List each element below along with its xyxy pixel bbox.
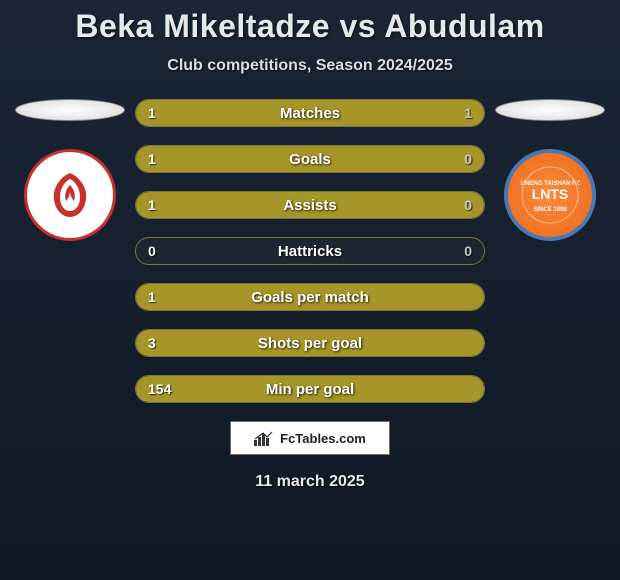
page-subtitle: Club competitions, Season 2024/2025 — [167, 57, 452, 75]
page-title: Beka Mikeltadze vs Abudulam — [75, 8, 544, 45]
badge-main-text: LNTS — [532, 186, 569, 202]
infographic-container: Beka Mikeltadze vs Abudulam Club competi… — [0, 0, 620, 580]
stat-value-right: 0 — [464, 243, 472, 259]
phoenix-icon — [40, 165, 100, 225]
stat-value-left: 0 — [148, 243, 156, 259]
stat-row: 1 Assists 0 — [135, 191, 485, 219]
stat-label: Hattricks — [278, 243, 342, 260]
stat-value-right: 0 — [464, 197, 472, 213]
stat-value-right: 1 — [464, 105, 472, 121]
stat-value-left: 1 — [148, 197, 156, 213]
stat-row: 0 Hattricks 0 — [135, 237, 485, 265]
stat-value-left: 3 — [148, 335, 156, 351]
right-player-column: LUNENG TAISHAN F.C. LNTS SINCE 1998 — [490, 99, 610, 241]
stat-label: Goals — [289, 151, 331, 168]
stat-value-left: 1 — [148, 151, 156, 167]
stat-label: Matches — [280, 105, 340, 122]
chart-icon — [254, 430, 274, 446]
stat-label: Min per goal — [266, 381, 354, 398]
stat-row: 1 Goals per match — [135, 283, 485, 311]
left-flag-icon — [15, 99, 125, 121]
stat-row: 154 Min per goal — [135, 375, 485, 403]
stat-value-right: 0 — [464, 151, 472, 167]
stats-column: 1 Matches 1 1 Goals 0 1 Assists 0 0 Hattricks 0 1 Goa… — [130, 99, 490, 403]
right-flag-icon — [495, 99, 605, 121]
stat-row: 1 Matches 1 — [135, 99, 485, 127]
brand-text: FcTables.com — [280, 431, 366, 446]
stat-value-left: 154 — [148, 381, 171, 397]
badge-since-text: SINCE 1998 — [533, 207, 567, 213]
stat-value-left: 1 — [148, 105, 156, 121]
stat-label: Shots per goal — [258, 335, 362, 352]
main-area: 1 Matches 1 1 Goals 0 1 Assists 0 0 Hattricks 0 1 Goa… — [0, 99, 620, 403]
right-club-badge: LUNENG TAISHAN F.C. LNTS SINCE 1998 — [504, 149, 596, 241]
brand-logo: FcTables.com — [230, 421, 390, 455]
left-club-badge — [24, 149, 116, 241]
left-player-column — [10, 99, 130, 241]
stat-row: 3 Shots per goal — [135, 329, 485, 357]
lnts-icon: LUNENG TAISHAN F.C. LNTS SINCE 1998 — [520, 165, 580, 225]
date-text: 11 march 2025 — [255, 473, 364, 491]
stat-value-left: 1 — [148, 289, 156, 305]
stat-label: Assists — [283, 197, 336, 214]
stat-label: Goals per match — [251, 289, 369, 306]
stat-row: 1 Goals 0 — [135, 145, 485, 173]
